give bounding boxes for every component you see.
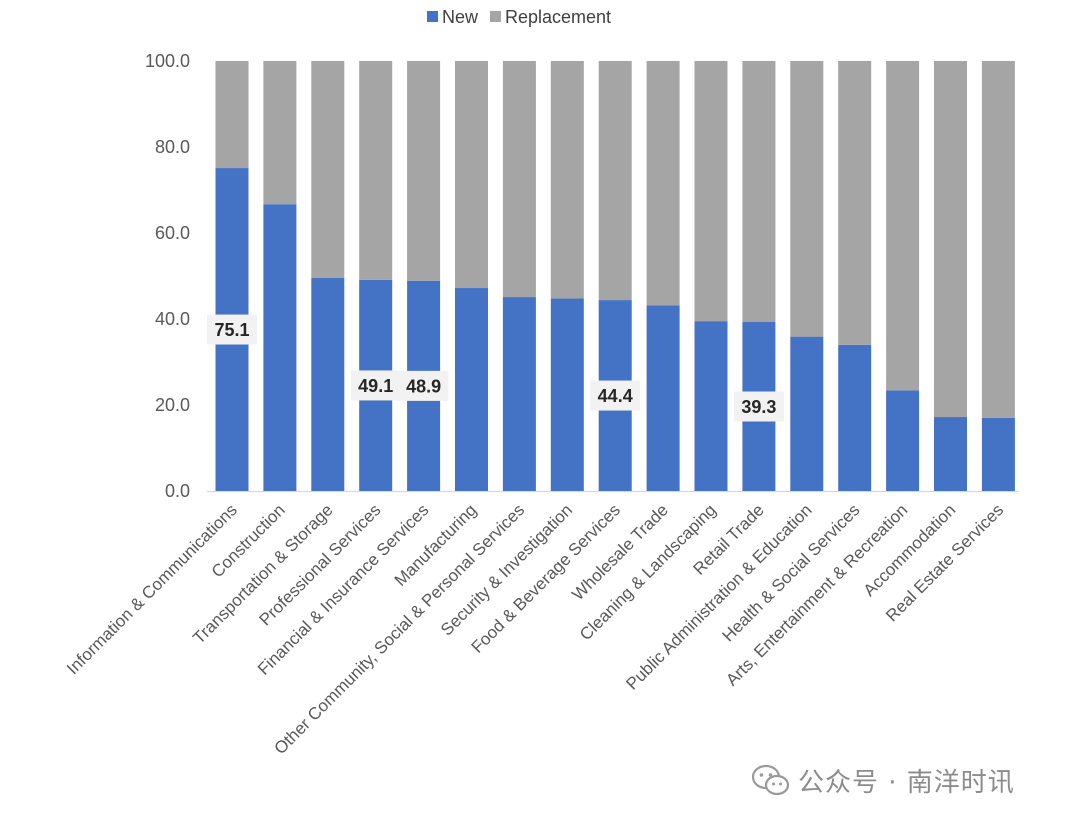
bar-group: [981, 61, 1015, 491]
bar-group: [407, 61, 441, 491]
bar-replacement: [550, 61, 584, 299]
bar-new: [694, 321, 728, 491]
bar-group: [550, 61, 584, 491]
y-tick-label: 20.0: [155, 395, 190, 415]
bar-group: [215, 61, 249, 491]
bar-group: [694, 61, 728, 491]
bar-replacement: [263, 61, 297, 205]
bar-replacement: [742, 61, 776, 323]
bar-new: [838, 344, 872, 491]
bar-replacement: [694, 61, 728, 322]
y-tick-label: 60.0: [155, 223, 190, 243]
data-label: 39.3: [733, 391, 784, 422]
legend: New Replacement: [427, 7, 611, 27]
data-label-text: 75.1: [214, 320, 249, 340]
bar-new: [886, 390, 920, 491]
y-tick-label: 80.0: [155, 137, 190, 157]
watermark-text: 公众号 · 南洋时讯: [798, 768, 1015, 798]
legend-label: Replacement: [505, 7, 611, 27]
wechat-icon: [752, 764, 790, 795]
x-category-label: Information & Communications: [63, 500, 241, 678]
legend-label: New: [442, 7, 479, 27]
bar-group: [359, 61, 393, 491]
data-label-text: 39.3: [741, 397, 776, 417]
bar-replacement: [407, 61, 441, 281]
bar-group: [646, 61, 680, 491]
bar-replacement: [790, 61, 824, 337]
bar-replacement: [838, 61, 872, 345]
data-label-text: 44.4: [598, 386, 633, 406]
legend-swatch: [490, 11, 501, 22]
data-label-box: [207, 314, 257, 345]
data-label-text: 49.1: [358, 376, 393, 396]
bar-replacement: [886, 61, 920, 391]
bar-replacement: [502, 61, 536, 298]
bar-group: [934, 61, 967, 491]
y-tick-label: 0.0: [165, 481, 190, 501]
bar-group: [886, 61, 920, 491]
legend-item: Replacement: [490, 7, 611, 27]
data-label-box: [733, 391, 784, 422]
bar-replacement: [981, 61, 1015, 418]
bar-group: [742, 61, 776, 491]
bar-new: [502, 297, 536, 491]
data-label: 44.4: [590, 380, 641, 411]
bar-replacement: [598, 61, 632, 301]
bar-new: [981, 417, 1015, 491]
bar-group: [838, 61, 872, 491]
data-label-box: [590, 380, 641, 411]
bar-new: [263, 204, 297, 491]
x-category-label: Manufacturing: [391, 500, 481, 590]
data-label-box: [398, 370, 449, 401]
data-label-text: 48.9: [406, 376, 441, 396]
bar-group: [455, 61, 488, 491]
y-tick-label: 40.0: [155, 309, 190, 329]
watermark: 公众号 · 南洋时讯: [752, 762, 1015, 799]
bar-new: [934, 417, 967, 491]
bar-new: [790, 336, 824, 491]
bar-group: [790, 61, 824, 491]
bar-new: [646, 305, 680, 491]
bar-new: [455, 288, 488, 491]
legend-swatch: [427, 11, 438, 22]
bar-group: [311, 61, 345, 491]
bar-replacement: [934, 61, 967, 418]
data-label: 49.1: [350, 370, 401, 401]
legend-item: New: [427, 7, 479, 27]
data-label: 48.9: [398, 370, 449, 401]
y-tick-label: 100.0: [145, 51, 190, 71]
data-label-box: [350, 370, 401, 401]
bar-group: [502, 61, 536, 491]
bar-replacement: [359, 61, 393, 280]
bar-group: [263, 61, 297, 491]
bar-replacement: [215, 61, 249, 169]
data-label: 75.1: [207, 314, 257, 345]
bar-replacement: [646, 61, 680, 306]
bar-replacement: [455, 61, 488, 289]
bar-new: [311, 277, 345, 491]
bar-new: [550, 298, 584, 491]
bar-replacement: [311, 61, 345, 278]
bar-group: [598, 61, 632, 491]
